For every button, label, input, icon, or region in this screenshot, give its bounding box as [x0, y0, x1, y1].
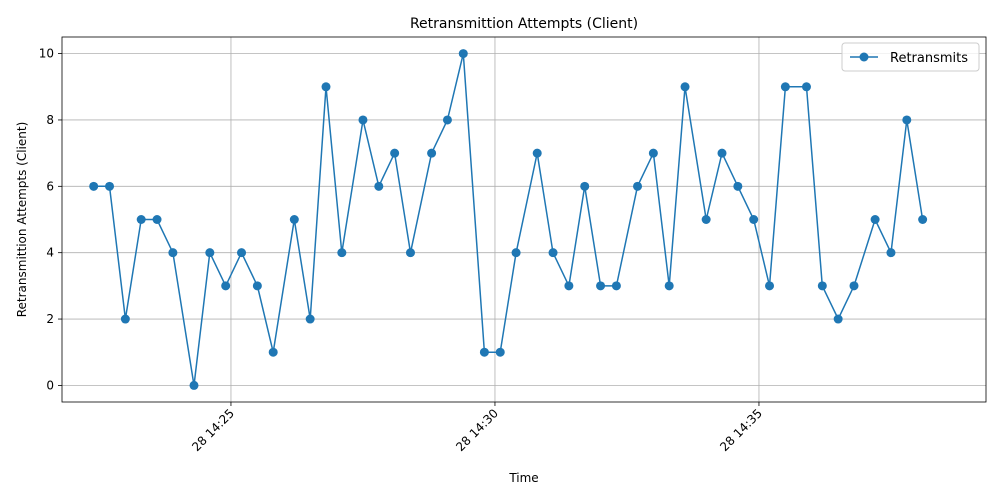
data-point	[580, 181, 590, 191]
x-axis-ticks: 28 14:25 28 14:30 28 14:35	[189, 402, 765, 454]
data-point	[442, 115, 452, 125]
data-point	[479, 347, 489, 357]
data-point	[596, 281, 606, 291]
legend: Retransmits	[841, 42, 980, 72]
data-point	[664, 281, 674, 291]
data-point	[749, 215, 759, 224]
legend-dot-marker	[859, 52, 869, 62]
data-point	[511, 248, 521, 258]
data-point	[495, 347, 505, 357]
data-point	[458, 49, 468, 59]
data-point	[152, 215, 162, 224]
data-point	[252, 281, 262, 291]
data-point	[237, 248, 247, 258]
data-point	[321, 82, 331, 92]
y-tick-label: 6	[46, 179, 54, 193]
data-point	[870, 215, 880, 224]
y-tick-label: 10	[39, 47, 54, 61]
data-point	[390, 148, 400, 158]
y-tick-label: 8	[46, 113, 54, 127]
chart-title: Retransmittion Attempts (Client)	[410, 16, 638, 32]
data-point	[205, 248, 215, 258]
data-point	[427, 148, 437, 158]
data-point	[849, 281, 859, 291]
data-point	[780, 82, 790, 92]
data-point	[701, 215, 711, 224]
data-point	[902, 115, 912, 125]
data-point	[358, 115, 368, 125]
data-point	[733, 181, 743, 191]
data-point	[374, 181, 384, 191]
plot-area	[62, 37, 986, 402]
data-point	[918, 215, 928, 224]
y-axis-label: Retransmittion Attempts (Client)	[15, 122, 29, 318]
series-line-retransmits	[93, 53, 924, 386]
data-point	[765, 281, 775, 291]
data-point	[717, 148, 727, 158]
data-point	[817, 281, 827, 291]
data-point	[611, 281, 621, 291]
data-point	[548, 248, 558, 258]
data-point	[289, 215, 299, 224]
data-point	[532, 148, 542, 158]
x-tick-label: 28 14:35	[717, 406, 765, 454]
data-point	[886, 248, 896, 258]
y-axis-ticks: 0 2 4 6 8 10	[39, 47, 62, 392]
data-point	[337, 248, 347, 258]
series-markers	[89, 49, 928, 390]
data-point	[564, 281, 574, 291]
y-tick-label: 0	[46, 378, 54, 392]
legend-box	[841, 42, 980, 72]
data-point	[305, 314, 315, 324]
data-point	[801, 82, 811, 92]
data-point	[189, 380, 199, 390]
data-point	[105, 181, 115, 191]
data-point	[268, 347, 278, 357]
y-tick-label: 4	[46, 246, 54, 260]
data-point	[648, 148, 658, 158]
data-point	[221, 281, 231, 291]
grid	[62, 37, 986, 402]
x-axis-label: Time	[508, 471, 538, 485]
legend-label: Retransmits	[890, 51, 968, 66]
data-point	[680, 82, 690, 92]
x-tick-label: 28 14:30	[453, 406, 501, 454]
data-point	[136, 215, 146, 224]
data-point	[633, 181, 643, 191]
y-tick-label: 2	[46, 312, 54, 326]
data-point	[833, 314, 843, 324]
data-point	[168, 248, 178, 258]
data-point	[89, 181, 99, 191]
plot-frame	[61, 36, 987, 403]
x-tick-label: 28 14:25	[189, 406, 237, 454]
data-point	[405, 248, 415, 258]
data-point	[120, 314, 130, 324]
